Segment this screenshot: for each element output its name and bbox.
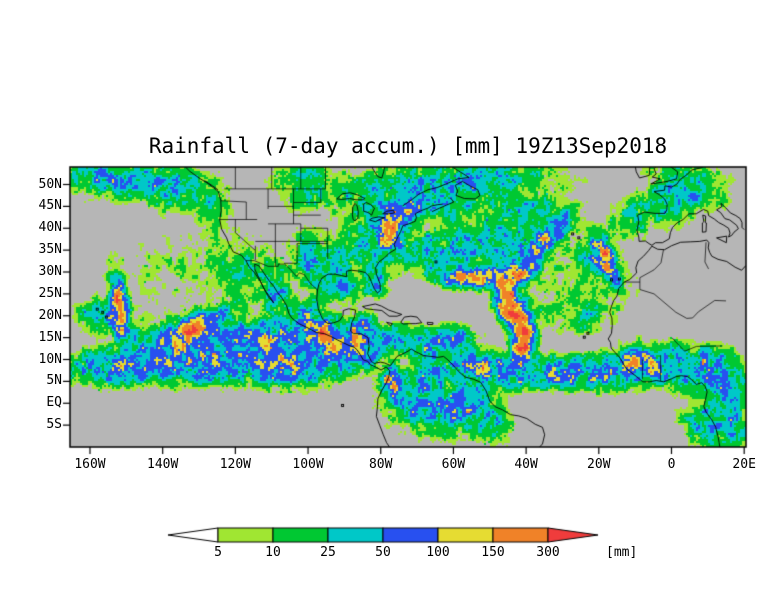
lon-tick-label: 140W [147, 457, 179, 472]
colorbar-tick-label: 50 [375, 545, 391, 560]
lon-tick-label: 100W [292, 457, 324, 472]
colorbar-tick-label: 10 [265, 545, 281, 560]
colorbar-tick-label: 300 [536, 545, 560, 560]
colorbar-tick-label: 5 [214, 545, 222, 560]
lon-tick-label: 20E [732, 457, 756, 472]
lon-tick-label: 0 [667, 457, 676, 472]
lon-tick-label: 40W [514, 457, 538, 472]
colorbar-units-label: [mm] [606, 545, 638, 560]
lat-tick-label: 35N [38, 242, 62, 258]
lat-tick-label: 50N [38, 176, 62, 192]
lat-tick-label: 45N [38, 198, 62, 214]
colorbar-tick-label: 25 [320, 545, 336, 560]
lon-tick-label: 120W [219, 457, 252, 472]
plot-title: Rainfall (7-day accum.) [mm] 19Z13Sep201… [148, 134, 668, 158]
lat-tick-label: 20N [38, 307, 62, 323]
lon-tick-label: 20W [587, 457, 611, 472]
lon-tick-label: 80W [368, 457, 393, 472]
lat-tick-label: 5N [46, 373, 62, 389]
colorbar-tick-label: 100 [426, 545, 450, 560]
lon-tick-label: 60W [441, 457, 466, 472]
lat-tick-label: 10N [38, 351, 62, 367]
lat-tick-label: EQ [46, 395, 62, 411]
lat-tick-label: 5S [46, 417, 62, 433]
lat-tick-label: 25N [38, 285, 62, 301]
lat-tick-label: 30N [38, 264, 62, 279]
lat-tick-label: 15N [38, 329, 62, 345]
colorbar-tick-label: 150 [481, 545, 505, 560]
lon-tick-label: 160W [74, 457, 106, 472]
lat-tick-label: 40N [38, 220, 62, 236]
